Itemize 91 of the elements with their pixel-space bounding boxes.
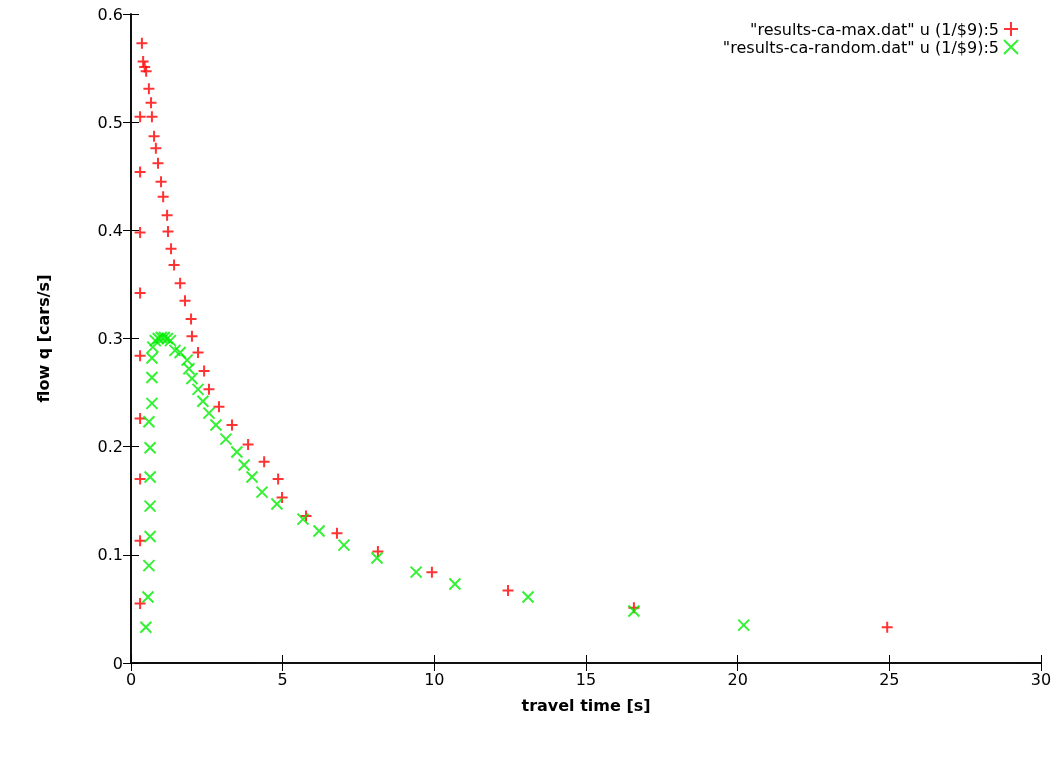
- point: [147, 129, 161, 143]
- y-axis-title: flow q [cars/s]: [33, 274, 53, 403]
- point: [197, 364, 211, 378]
- point: [409, 565, 423, 579]
- x-tick-label: 30: [1030, 669, 1052, 689]
- point: [168, 343, 182, 357]
- point: [133, 165, 147, 179]
- point: [149, 141, 163, 155]
- x-tick-label: 15: [575, 669, 597, 689]
- point: [135, 36, 149, 50]
- point: [145, 351, 159, 365]
- point: [425, 565, 439, 579]
- point: [180, 353, 194, 367]
- point: [156, 190, 170, 204]
- point: [133, 534, 147, 548]
- point: [219, 432, 233, 446]
- point: [164, 242, 178, 256]
- point: [142, 559, 156, 573]
- y-tick-label: 0.4: [97, 220, 123, 240]
- point: [202, 382, 216, 396]
- point: [185, 329, 199, 343]
- point: [161, 224, 175, 238]
- point: [241, 438, 255, 451]
- y-tick-label: 0.2: [97, 437, 123, 457]
- point: [230, 445, 244, 459]
- y-tick-label: 0.6: [97, 4, 123, 24]
- point: [133, 349, 147, 363]
- point: [182, 362, 196, 376]
- point: [202, 406, 216, 420]
- y-tick-label: 0.5: [97, 112, 123, 132]
- point: [245, 470, 259, 484]
- point: [146, 340, 160, 354]
- point: [370, 551, 384, 565]
- y-tick-label: 0.1: [97, 545, 123, 565]
- point: [225, 418, 239, 432]
- legend-label: "results-ca-random.dat" u (1/$9):5: [722, 37, 999, 57]
- point: [142, 415, 156, 429]
- point: [312, 524, 326, 538]
- x-tick-label: 0: [125, 669, 137, 689]
- x-tick-label: 25: [879, 669, 900, 689]
- point: [160, 208, 174, 222]
- x-tick-label: 10: [424, 669, 445, 689]
- point: [184, 312, 198, 326]
- point: [275, 491, 289, 505]
- point: [143, 470, 157, 484]
- point: [209, 418, 223, 432]
- y-tick-label: 0.3: [97, 329, 123, 348]
- point: [173, 276, 187, 290]
- point: [143, 441, 157, 455]
- point: [257, 455, 271, 469]
- point: [151, 156, 165, 170]
- point: [448, 577, 462, 591]
- point: [196, 394, 210, 408]
- point: [191, 346, 205, 360]
- x-axis-title: travel time [s]: [521, 695, 651, 715]
- point: [880, 620, 894, 634]
- legend-label: "results-ca-max.dat" u (1/$9):5: [750, 19, 999, 39]
- point: [185, 372, 199, 386]
- point: [145, 396, 159, 410]
- point: [139, 64, 153, 78]
- point: [133, 412, 147, 426]
- point: [337, 538, 351, 552]
- point: [737, 618, 751, 632]
- y-tick-label: 0: [112, 653, 123, 673]
- point: [271, 472, 285, 486]
- point: [142, 82, 156, 96]
- x-tick-label: 5: [277, 669, 288, 689]
- point: [143, 529, 157, 543]
- point: [173, 346, 187, 360]
- point: [167, 258, 181, 272]
- point: [521, 590, 535, 604]
- x-tick-label: 20: [727, 669, 748, 689]
- point: [145, 370, 159, 384]
- point: [270, 497, 284, 511]
- point: [237, 458, 251, 472]
- point: [371, 545, 385, 559]
- point: [143, 499, 157, 513]
- point: [212, 400, 226, 414]
- point: [144, 96, 158, 110]
- point: [330, 526, 344, 540]
- point: [141, 590, 155, 604]
- point: [178, 294, 192, 308]
- point: [145, 110, 159, 124]
- point: [191, 382, 205, 396]
- point: [133, 286, 147, 300]
- point: [154, 175, 168, 189]
- point: [501, 584, 515, 598]
- point: [255, 485, 269, 499]
- point: [133, 597, 147, 611]
- point: [133, 472, 147, 486]
- point: [139, 620, 153, 634]
